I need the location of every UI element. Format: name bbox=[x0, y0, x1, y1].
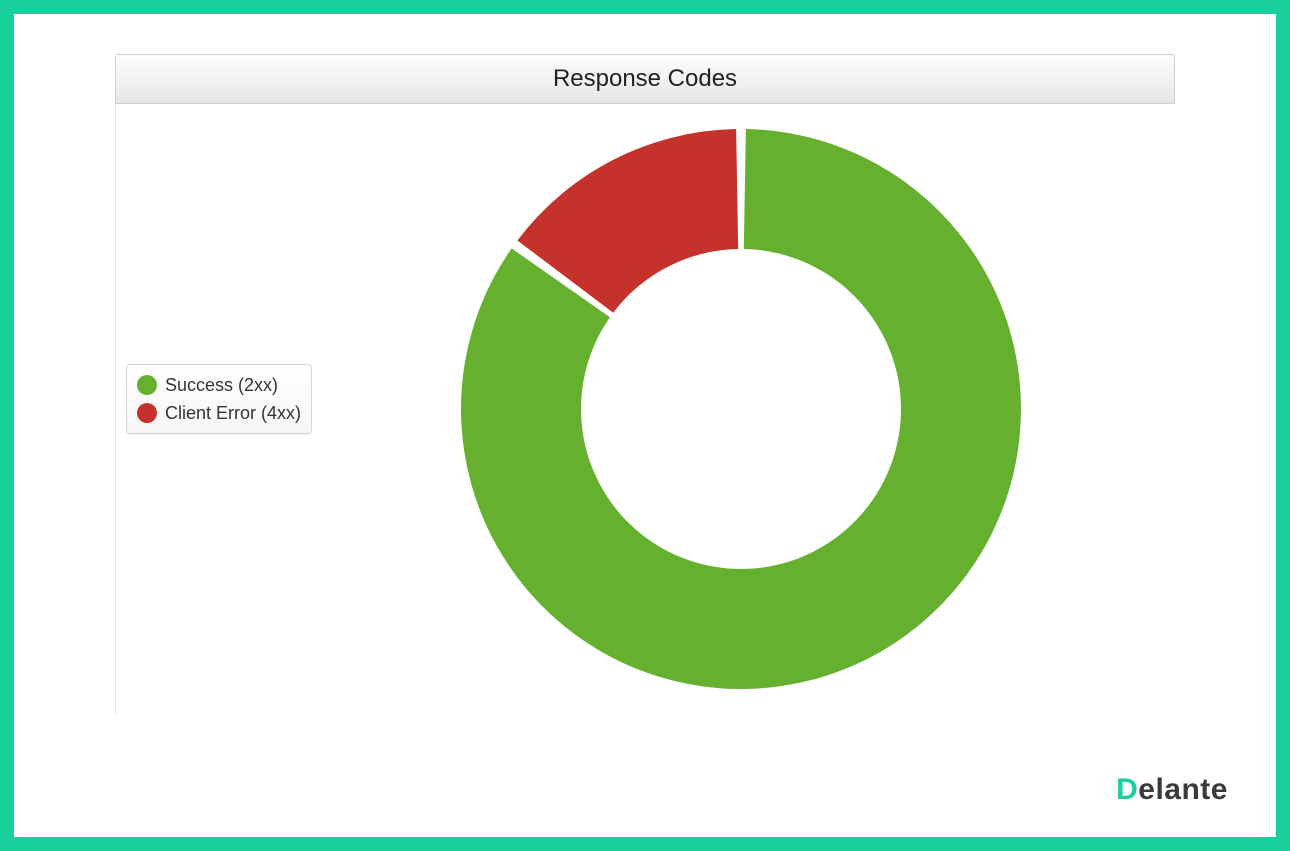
legend-swatch-success bbox=[137, 375, 157, 395]
legend-label-success: Success (2xx) bbox=[165, 375, 278, 396]
panel-title: Response Codes bbox=[115, 54, 1175, 104]
brand-accent-char: D bbox=[1116, 773, 1138, 806]
legend-swatch-client-error bbox=[137, 403, 157, 423]
brand-logo: Delante bbox=[1116, 773, 1228, 807]
panel-body: Success (2xx) Client Error (4xx) bbox=[115, 104, 1175, 716]
donut-chart bbox=[446, 114, 1036, 704]
legend: Success (2xx) Client Error (4xx) bbox=[126, 364, 312, 434]
outer-frame: Response Codes Success (2xx) Client Erro… bbox=[0, 0, 1290, 851]
chart-panel: Response Codes Success (2xx) Client Erro… bbox=[115, 54, 1175, 716]
legend-label-client-error: Client Error (4xx) bbox=[165, 403, 301, 424]
legend-item-success[interactable]: Success (2xx) bbox=[137, 371, 301, 399]
donut-svg bbox=[446, 114, 1036, 704]
brand-rest: elante bbox=[1138, 773, 1228, 806]
legend-item-client-error[interactable]: Client Error (4xx) bbox=[137, 399, 301, 427]
